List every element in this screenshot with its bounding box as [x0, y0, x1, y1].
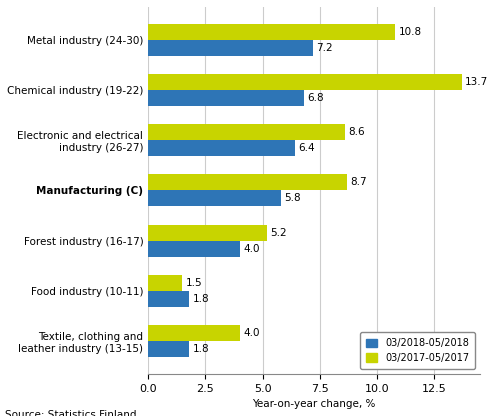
- Bar: [148, 191, 281, 206]
- Legend: 03/2018-05/2018, 03/2017-05/2017: 03/2018-05/2018, 03/2017-05/2017: [360, 332, 475, 369]
- Text: 5.2: 5.2: [271, 228, 287, 238]
- Bar: [148, 291, 189, 307]
- Text: 6.4: 6.4: [298, 143, 315, 153]
- Text: 7.2: 7.2: [317, 43, 333, 53]
- Bar: [148, 341, 189, 357]
- Bar: [148, 140, 295, 156]
- Text: 8.7: 8.7: [351, 177, 367, 187]
- Text: 8.6: 8.6: [349, 127, 365, 137]
- Bar: [148, 225, 267, 240]
- Bar: [148, 275, 182, 291]
- Text: Source: Statistics Finland: Source: Statistics Finland: [5, 410, 137, 416]
- Text: 10.8: 10.8: [399, 27, 422, 37]
- Text: 6.8: 6.8: [307, 93, 324, 103]
- Bar: [148, 40, 313, 56]
- Bar: [148, 90, 304, 106]
- Bar: [148, 174, 347, 191]
- Bar: [148, 325, 240, 341]
- Text: 13.7: 13.7: [465, 77, 488, 87]
- Text: 4.0: 4.0: [243, 328, 260, 338]
- Bar: [148, 74, 461, 90]
- Text: 1.8: 1.8: [193, 294, 210, 304]
- Bar: [148, 240, 240, 257]
- X-axis label: Year-on-year change, %: Year-on-year change, %: [252, 399, 376, 409]
- Text: 1.8: 1.8: [193, 344, 210, 354]
- Bar: [148, 24, 395, 40]
- Text: 1.5: 1.5: [186, 278, 203, 288]
- Bar: [148, 124, 345, 140]
- Text: 5.8: 5.8: [284, 193, 301, 203]
- Text: 4.0: 4.0: [243, 244, 260, 254]
